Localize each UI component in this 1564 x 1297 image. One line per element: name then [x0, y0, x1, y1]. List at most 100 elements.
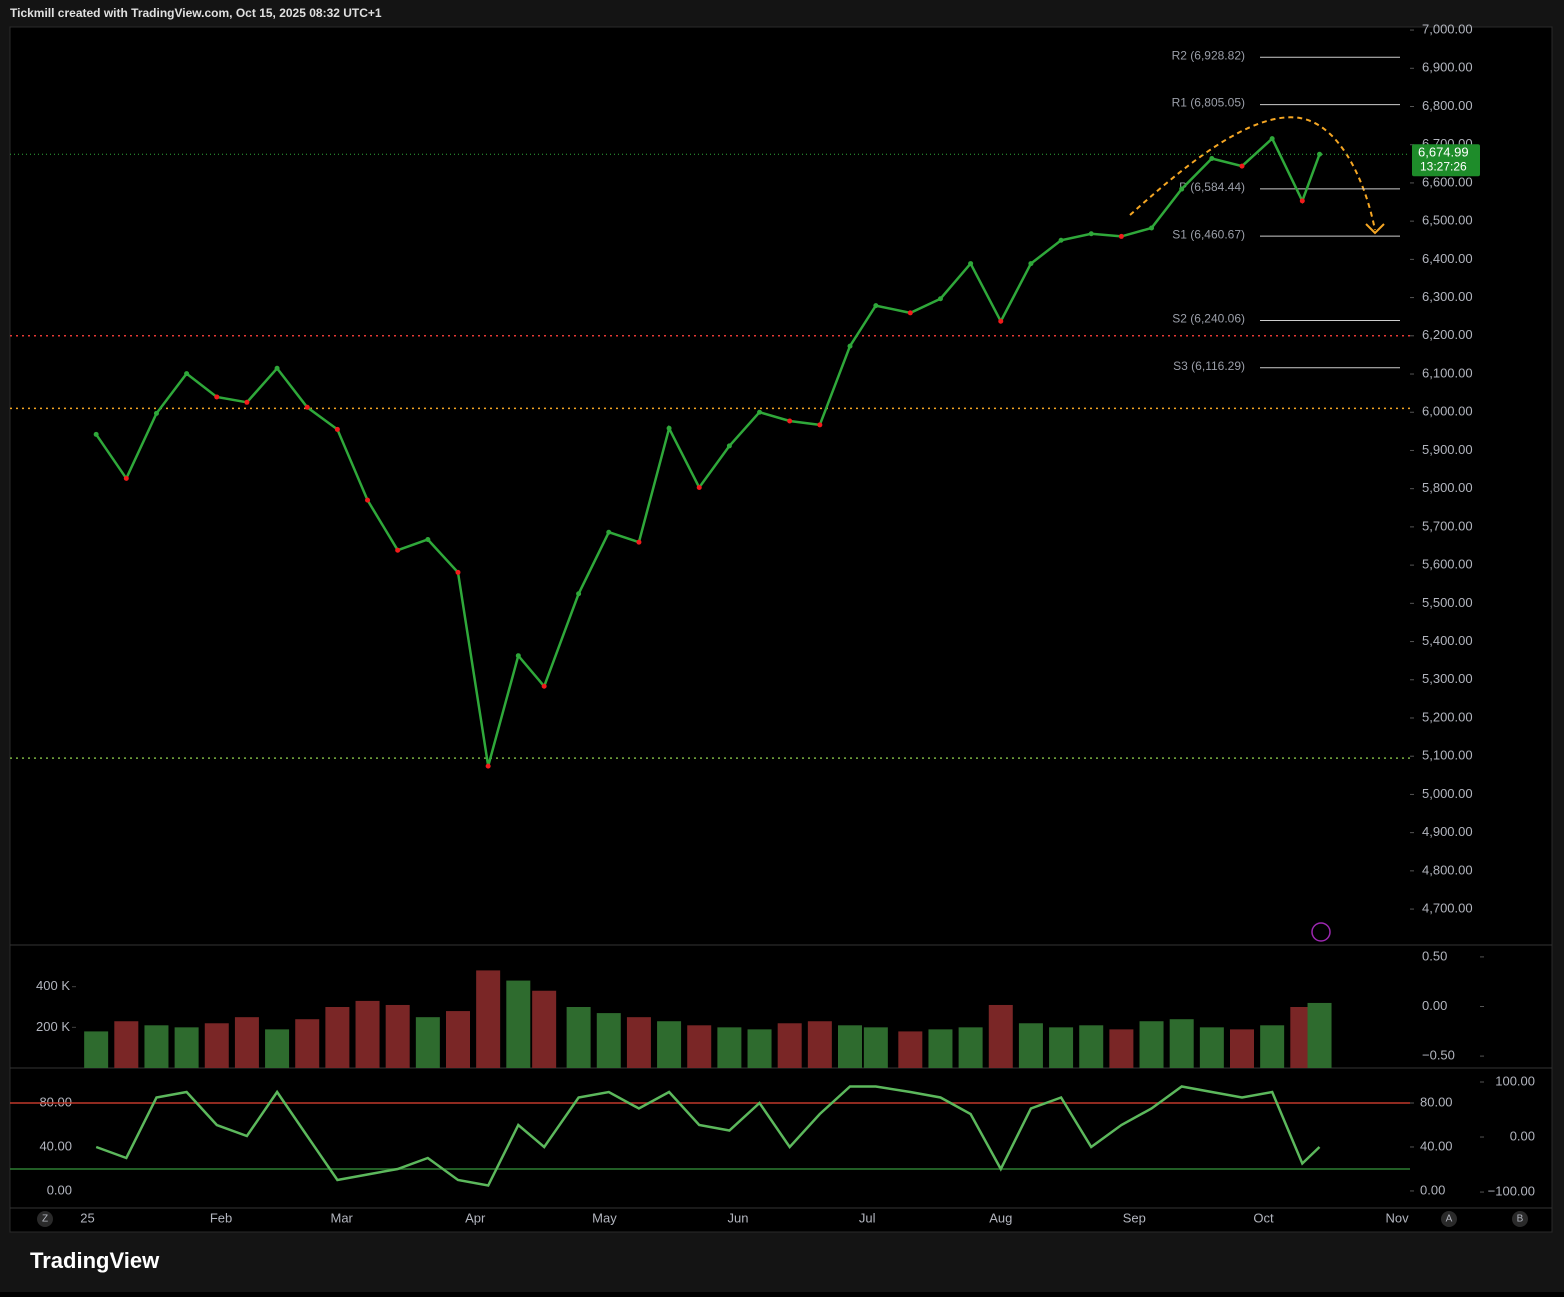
y-tick-label: 5,800.00	[1422, 480, 1473, 495]
y2-tick-label: 0.00	[1510, 1128, 1535, 1143]
price-point	[425, 537, 431, 543]
volume-bar	[717, 1027, 742, 1068]
button-label[interactable]: A	[1446, 1214, 1453, 1225]
volume-bar	[234, 1017, 259, 1068]
price-point	[365, 497, 371, 503]
price-point	[1118, 233, 1124, 239]
volume-bar	[687, 1025, 712, 1068]
y-tick-label: 5,600.00	[1422, 557, 1473, 572]
volume-bar	[532, 990, 557, 1068]
oscillator-line	[95, 1085, 1321, 1187]
y-tick-label: 6,500.00	[1422, 213, 1473, 228]
volume-bar	[265, 1029, 290, 1068]
volume-bar	[863, 1027, 888, 1068]
y-tick-label: 5,700.00	[1422, 518, 1473, 533]
arrow-head	[1365, 223, 1385, 235]
volume-bar	[415, 1017, 440, 1068]
x-tick-label: Jul	[859, 1210, 876, 1225]
y-tick-label: 80.00	[1420, 1094, 1453, 1109]
price-point	[1317, 151, 1323, 157]
alert-icon[interactable]	[1311, 922, 1331, 942]
price-point	[1269, 136, 1275, 142]
y-tick-label: 5,100.00	[1422, 748, 1473, 763]
button[interactable]	[1441, 1211, 1457, 1227]
volume-bar	[1169, 1019, 1194, 1068]
volume-bar	[596, 1013, 621, 1068]
x-tick-label: May	[592, 1210, 617, 1225]
price-point	[757, 409, 763, 415]
price-point	[998, 318, 1004, 324]
button-label[interactable]: Z	[42, 1214, 48, 1225]
y-tick-label: 4,800.00	[1422, 862, 1473, 877]
x-tick-label: Sep	[1123, 1210, 1146, 1225]
pivot-label: P (6,584.44)	[1179, 180, 1245, 194]
volume-bar	[385, 1004, 410, 1068]
x-tick-label: Aug	[989, 1210, 1012, 1225]
price-point	[847, 343, 853, 349]
pivot-label: R1 (6,805.05)	[1172, 96, 1245, 110]
price-point	[606, 529, 612, 535]
volume-bar	[958, 1027, 983, 1068]
volume-bar	[928, 1029, 953, 1068]
volume-bar	[325, 1007, 350, 1068]
price-point	[576, 591, 582, 597]
volume-bar	[1230, 1029, 1254, 1068]
y-tick-label: 80.00	[39, 1094, 72, 1109]
projection-arrow	[1129, 116, 1376, 231]
price-point	[1209, 155, 1215, 161]
y-tick-label: 6,300.00	[1422, 289, 1473, 304]
price-point	[696, 485, 702, 491]
volume-bar	[144, 1025, 169, 1068]
button[interactable]	[1512, 1211, 1528, 1227]
price-point	[1088, 231, 1094, 237]
price-point	[873, 303, 879, 309]
price-point	[123, 475, 129, 481]
y-tick-label: 6,400.00	[1422, 251, 1473, 266]
x-tick-label: Oct	[1253, 1210, 1274, 1225]
button[interactable]	[37, 1211, 53, 1227]
y-tick-label: 6,100.00	[1422, 365, 1473, 380]
volume-bar	[807, 1021, 832, 1068]
y-tick-label: 40.00	[39, 1138, 72, 1153]
volume-bar	[1307, 1002, 1332, 1068]
y-tick-label: 0.00	[1420, 1182, 1445, 1197]
y2-tick-label: 0.50	[1422, 948, 1447, 963]
volume-bar	[355, 1000, 380, 1068]
y-tick-label: 40.00	[1420, 1138, 1453, 1153]
y-tick-label: 6,200.00	[1422, 327, 1473, 342]
y2-tick-label: −0.50	[1422, 1048, 1455, 1063]
x-tick-label: Apr	[465, 1210, 486, 1225]
price-point	[541, 683, 547, 689]
volume-bar	[506, 980, 531, 1068]
volume-bar	[657, 1021, 682, 1068]
button-label[interactable]: B	[1517, 1214, 1524, 1225]
pivot-label: S2 (6,240.06)	[1172, 312, 1245, 326]
volume-bar	[1079, 1025, 1104, 1068]
y-tick-label: 5,300.00	[1422, 671, 1473, 686]
price-point	[153, 410, 159, 416]
price-point	[1058, 237, 1064, 243]
y-tick-label: 7,000.00	[1422, 21, 1473, 36]
price-point	[515, 653, 521, 659]
x-tick-label: Feb	[210, 1210, 232, 1225]
price-point	[244, 399, 250, 405]
pivot-label: R2 (6,928.82)	[1172, 48, 1245, 62]
pivot-label: S1 (6,460.67)	[1172, 227, 1245, 241]
y-tick-label: 5,400.00	[1422, 633, 1473, 648]
y-tick-label: 5,500.00	[1422, 595, 1473, 610]
y-tick-label: 6,000.00	[1422, 404, 1473, 419]
x-tick-label: Mar	[330, 1210, 353, 1225]
price-point	[274, 365, 280, 371]
volume-bar	[838, 1025, 862, 1068]
volume-bar	[777, 1023, 802, 1068]
volume-bar	[446, 1011, 470, 1068]
price-point	[184, 371, 190, 377]
price-point	[726, 443, 732, 449]
price-point	[1299, 198, 1305, 204]
volume-bar	[1018, 1023, 1043, 1068]
y2-tick-label: 100.00	[1495, 1073, 1535, 1088]
price-point	[968, 261, 974, 267]
price-point	[666, 425, 672, 431]
brand: TradingView	[30, 1248, 160, 1273]
volume-bar	[204, 1023, 229, 1068]
